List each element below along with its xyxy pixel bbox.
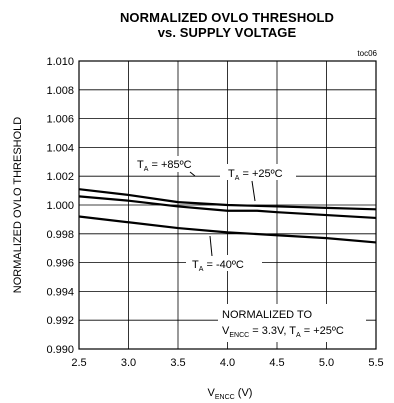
x-axis-label-unit: (V) (235, 387, 253, 399)
y-tick-labels: 0.990 0.992 0.994 0.996 0.998 1.000 1.002 1.004… (46, 56, 74, 356)
leader-line-m40 (209, 235, 213, 257)
annotation-line2: VENCC = 3.3V, TA = +25ºC (222, 325, 344, 339)
label-m40-bg (186, 255, 262, 271)
series-label-85: TA = +85ºC (137, 159, 192, 173)
x-tick-label: 5.5 (368, 357, 383, 369)
label-85-bg (131, 156, 209, 172)
y-tick-label: 1.010 (46, 56, 74, 68)
y-tick-label: 1.002 (46, 171, 74, 183)
x-axis-label-sub: ENCC (215, 394, 235, 401)
y-tick-label: 0.996 (46, 258, 74, 270)
x-tick-label: 4.5 (269, 357, 284, 369)
annotation-line1: NORMALIZED TO (222, 309, 312, 321)
label-25-bg (220, 164, 296, 180)
x-tick-label: 3.5 (170, 357, 185, 369)
series-line-0 (78, 188, 377, 211)
x-tick-label: 3.0 (121, 357, 136, 369)
series-lines (78, 188, 377, 244)
y-tick-label: 1.004 (46, 142, 74, 154)
y-tick-label: 1.008 (46, 85, 74, 97)
chart-title-line1: NORMALIZED OVLO THRESHOLD (119, 10, 335, 25)
x-tick-label: 4.0 (220, 357, 235, 369)
y-tick-label: 1.000 (46, 200, 74, 212)
y-tick-label: 1.006 (46, 114, 74, 126)
y-tick-label: 0.990 (46, 344, 74, 356)
chart-title-line2: vs. SUPPLY VOLTAGE (157, 25, 297, 40)
y-tick-label: 0.992 (46, 315, 74, 327)
x-tick-labels: 2.5 3.0 3.5 4.0 4.5 5.0 5.5 (71, 357, 383, 369)
y-tick-label: 0.998 (46, 229, 74, 241)
x-tick-label: 2.5 (71, 357, 86, 369)
annotation-bg (218, 304, 366, 342)
figure-tag: toc06 (357, 49, 377, 58)
leader-line-25 (251, 180, 256, 202)
leader-line-85 (189, 171, 196, 177)
series-label-m40: TA = -40ºC (192, 259, 244, 273)
plot-frame (78, 60, 377, 350)
y-tick-label: 0.994 (46, 286, 74, 298)
series-line-1 (78, 195, 377, 220)
y-axis-label: NORMALIZED OVLO THRESHOLD (12, 117, 24, 293)
x-axis-label: VENCC (V) (208, 387, 253, 401)
x-axis-label-main: V (208, 387, 216, 399)
series-line-2 (78, 215, 377, 244)
series-label-25: TA = +25ºC (228, 168, 283, 182)
x-tick-label: 5.0 (319, 357, 334, 369)
